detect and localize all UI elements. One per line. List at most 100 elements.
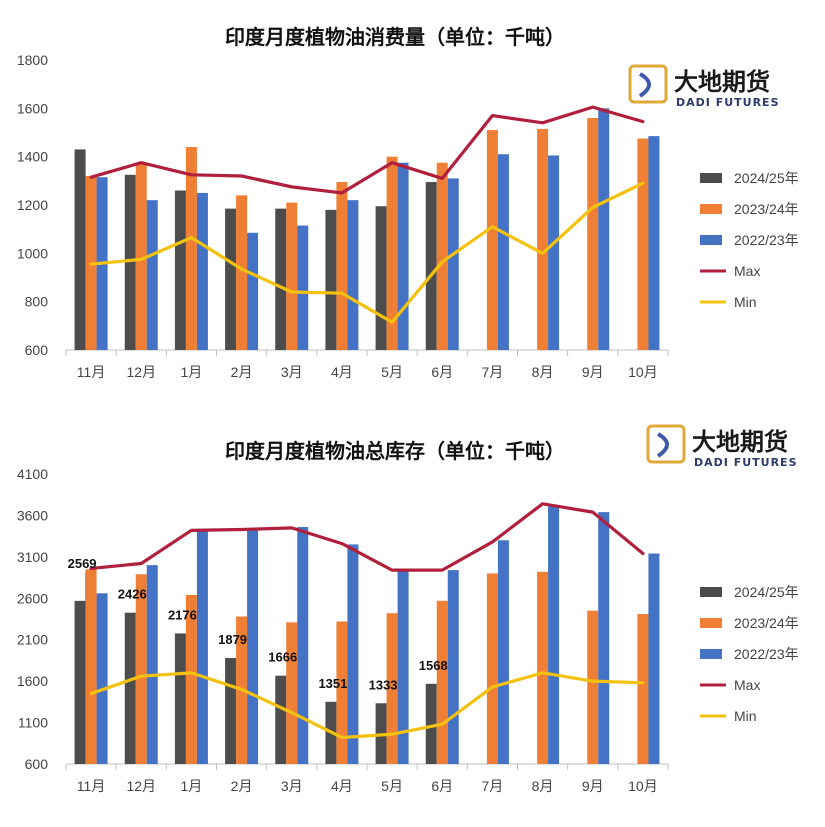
y-tick-label: 1200 (17, 197, 48, 213)
y-tick-label: 1800 (17, 52, 48, 68)
logo-chinese-text: 大地期货 (674, 68, 770, 96)
x-tick-label: 4月 (331, 778, 353, 794)
x-tick-label: 7月 (482, 778, 504, 794)
bar-series-2024-25 (124, 612, 136, 764)
y-tick-label: 1400 (17, 149, 48, 165)
bar-series-2024-25 (74, 149, 86, 350)
bar-series-2023-24 (236, 195, 248, 350)
bar-series-2023-24 (286, 202, 298, 350)
chart-title: 印度月度植物油消费量（单位：千吨） (225, 25, 565, 49)
bar-series-2023-24 (637, 614, 649, 764)
legend-label-series-max: Max (734, 677, 760, 693)
x-tick-label: 8月 (532, 364, 554, 380)
bar-series-2022-23 (297, 527, 309, 764)
data-label: 2426 (118, 587, 147, 602)
chart-1-svg: 印度月度植物油消费量（单位：千吨） 600 800 1000 1200 1400 1600 1… (17, 25, 799, 380)
legend-swatch-series-2023-24 (700, 618, 722, 628)
bar-series-2023-24 (637, 138, 649, 350)
bar-series-2023-24 (185, 594, 197, 764)
bar-series-2022-23 (447, 570, 459, 764)
legend-label-series-min: Min (734, 708, 757, 724)
bar-series-2022-23 (397, 162, 409, 350)
line-series-min (89, 671, 645, 740)
line-series-max (89, 105, 645, 195)
y-tick-label: 2100 (17, 632, 48, 648)
x-tick-label: 9月 (582, 364, 604, 380)
data-label: 2569 (68, 556, 97, 571)
bar-series-2024-25 (124, 174, 136, 350)
bar-series-2023-24 (587, 118, 599, 350)
line-series-max (89, 502, 645, 572)
bar-series-2023-24 (286, 622, 298, 764)
inventory-chart-panel: 印度月度植物油总库存（单位：千吨） 600 1100 1600 2100 2600 3100… (0, 414, 825, 827)
y-tick-label: 3600 (17, 507, 48, 523)
bar-series-2024-25 (325, 209, 337, 350)
bar-series-2023-24 (436, 162, 448, 350)
x-tick-label: 2月 (231, 778, 253, 794)
logo-chinese-text: 大地期货 (692, 428, 788, 456)
bar-series-2023-24 (486, 130, 498, 350)
bar-series-2024-25 (225, 208, 237, 350)
x-tick-label: 6月 (431, 778, 453, 794)
bar-series-2022-23 (548, 505, 560, 764)
chart-2-svg: 印度月度植物油总库存（单位：千吨） 600 1100 1600 2100 2600 3100… (17, 424, 799, 794)
logo-mark-arc-icon (656, 432, 669, 458)
bar-series-2022-23 (196, 530, 208, 764)
logo-english-text: DADI FUTURES (694, 456, 798, 469)
y-tick-label: 1600 (17, 100, 48, 116)
x-tick-label: 2月 (231, 364, 253, 380)
y-tick-label: 1100 (18, 715, 48, 731)
bar-series-2024-25 (74, 600, 86, 764)
legend-label-series-min: Min (734, 294, 757, 310)
bar-series-2024-25 (275, 675, 287, 764)
bar-series-2023-24 (436, 600, 448, 764)
bar-series-2024-25 (275, 208, 287, 350)
bar-series-2023-24 (587, 610, 599, 764)
x-tick-label: 8月 (532, 778, 554, 794)
bar-series-2022-23 (347, 200, 359, 350)
x-tick-label: 11月 (77, 364, 106, 380)
legend-label-series-2024-25: 2024/25年 (734, 584, 799, 600)
bar-series-2024-25 (225, 658, 237, 764)
x-tick-label: 1月 (181, 364, 203, 380)
bar-series-2024-25 (174, 633, 186, 764)
bar-series-2023-24 (486, 573, 498, 764)
legend-label-series-2022-23: 2022/23年 (734, 646, 799, 662)
bar-series-2023-24 (185, 147, 197, 350)
x-tick-label: 7月 (482, 364, 504, 380)
y-tick-label: 4100 (17, 466, 48, 482)
logo-english-text: DADI FUTURES (676, 96, 780, 109)
legend-label-series-2023-24: 2023/24年 (734, 201, 799, 217)
bar-series-2022-23 (397, 569, 409, 764)
bar-series-2022-23 (247, 232, 259, 350)
bar-series-2024-25 (174, 190, 186, 350)
legend-label-series-2023-24: 2023/24年 (734, 615, 799, 631)
bar-series-2022-23 (548, 155, 560, 350)
bar-series-2022-23 (196, 192, 208, 350)
x-tick-label: 5月 (381, 364, 403, 380)
y-tick-label: 1000 (17, 245, 48, 261)
legend-swatch-series-2022-23 (700, 649, 722, 659)
bar-series-2022-23 (347, 544, 359, 764)
logo-mark-arc-icon (638, 72, 651, 98)
x-tick-label: 3月 (281, 778, 303, 794)
y-tick-label: 600 (25, 342, 49, 358)
logo-mark-icon (628, 64, 668, 104)
y-tick-label: 3100 (17, 549, 48, 565)
data-label: 2176 (168, 607, 197, 622)
x-tick-label: 11月 (77, 778, 106, 794)
x-tick-label: 5月 (381, 778, 403, 794)
bar-series-2022-23 (297, 225, 309, 350)
bar-series-2023-24 (336, 621, 348, 764)
x-tick-label: 1月 (181, 778, 203, 794)
logo-mark-icon (646, 424, 686, 464)
bar-series-2022-23 (96, 593, 108, 764)
bar-series-2023-24 (135, 163, 147, 350)
bar-series-2022-23 (648, 136, 660, 350)
y-tick-label: 600 (25, 756, 49, 772)
data-label: 1351 (318, 676, 347, 691)
chart-title: 印度月度植物油总库存（单位：千吨） (225, 439, 565, 463)
bar-series-2024-25 (425, 182, 437, 350)
